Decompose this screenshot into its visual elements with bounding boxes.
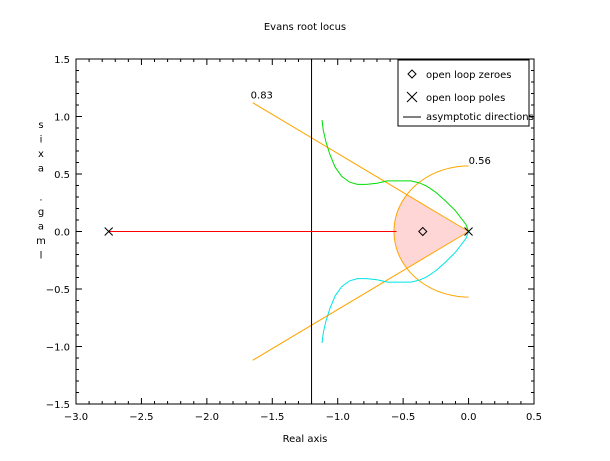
y-tick-label: −1.0 bbox=[46, 343, 70, 354]
legend-item-asymptotes: asymptotic directions bbox=[403, 112, 534, 123]
y-axis-label-char: a bbox=[38, 222, 44, 233]
y-tick-label: −0.5 bbox=[46, 285, 70, 296]
y-tick-label: −1.5 bbox=[46, 400, 70, 411]
y-axis-label-char: g bbox=[38, 207, 44, 218]
y-axis-label-char: l bbox=[40, 251, 43, 262]
x-tick-label: −1.5 bbox=[260, 412, 284, 423]
y-axis-label-char: a bbox=[38, 164, 44, 175]
legend-label-asymptotes: asymptotic directions bbox=[426, 112, 534, 123]
x-tick-label: −3.0 bbox=[64, 412, 88, 423]
legend: open loop zeroes open loop poles asympto… bbox=[397, 59, 534, 127]
axes-ticks: −3.0 −2.5 −2.0 −1.5 −1.0 −0.5 0.0 0.5 −1.5 −1.0 −0… bbox=[46, 55, 542, 423]
legend-label-poles: open loop poles bbox=[426, 93, 505, 104]
diamond-icon bbox=[407, 69, 417, 79]
plot-area: 0.83 0.56 bbox=[104, 59, 491, 404]
damping-ray-upper bbox=[252, 102, 469, 232]
x-tick-label: 0.5 bbox=[526, 412, 542, 423]
x-tick-label: 0.0 bbox=[461, 412, 477, 423]
damping-ray-lower bbox=[252, 231, 469, 361]
y-axis-label-char: s bbox=[38, 120, 43, 131]
cross-icon bbox=[406, 91, 418, 103]
y-axis-label-char: x bbox=[38, 149, 44, 160]
x-tick-label: −2.0 bbox=[195, 412, 219, 423]
damping-label-056: 0.56 bbox=[469, 156, 491, 167]
legend-item-zeroes: open loop zeroes bbox=[407, 69, 511, 81]
y-axis-label-char: . bbox=[39, 193, 42, 204]
x-tick-label: −2.5 bbox=[129, 412, 153, 423]
y-tick-label: 0.0 bbox=[54, 228, 70, 239]
chart-title: Evans root locus bbox=[264, 22, 346, 33]
legend-item-poles: open loop poles bbox=[406, 91, 505, 104]
locus-branch-3 bbox=[321, 231, 470, 344]
x-tick-label: −1.0 bbox=[326, 412, 350, 423]
y-tick-label: 1.5 bbox=[54, 55, 70, 66]
y-tick-label: 1.0 bbox=[54, 113, 70, 124]
damping-sector bbox=[394, 194, 469, 269]
pole-marker-1 bbox=[104, 227, 114, 236]
legend-label-zeroes: open loop zeroes bbox=[426, 70, 511, 81]
x-tick-label: −0.5 bbox=[391, 412, 415, 423]
x-axis-label: Real axis bbox=[283, 434, 328, 445]
y-tick-label: 0.5 bbox=[54, 170, 70, 181]
y-axis-label-char: i bbox=[40, 135, 43, 146]
locus-branch-2 bbox=[321, 119, 470, 232]
y-axis-label-char: m bbox=[36, 236, 46, 247]
damping-label-083: 0.83 bbox=[251, 91, 273, 102]
pole-marker-2 bbox=[464, 227, 473, 236]
zero-marker-1 bbox=[418, 226, 428, 237]
legend-box bbox=[397, 59, 530, 127]
